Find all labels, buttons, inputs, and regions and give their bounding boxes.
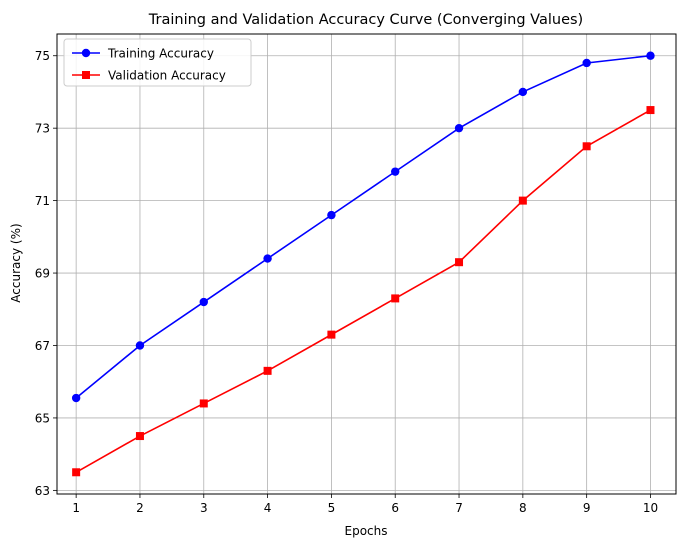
data-point — [199, 399, 208, 408]
y-tick-label: 69 — [35, 267, 50, 281]
legend-label: Validation Accuracy — [108, 69, 226, 83]
x-tick-label: 6 — [391, 501, 399, 515]
x-tick-label: 5 — [328, 501, 336, 515]
legend-label: Training Accuracy — [107, 47, 214, 61]
data-point — [518, 87, 528, 97]
data-point — [646, 51, 655, 60]
legend-entry: Validation Accuracy — [72, 69, 226, 83]
data-point — [518, 196, 527, 205]
legend-entry: Training Accuracy — [72, 47, 214, 61]
data-point — [72, 468, 81, 477]
data-point — [582, 58, 591, 68]
plot-area-frame — [56, 33, 677, 495]
chart-title: Training and Validation Accuracy Curve (… — [148, 12, 583, 28]
x-tick-label: 1 — [72, 501, 80, 515]
data-point — [71, 393, 81, 403]
x-tick-label: 9 — [583, 501, 591, 515]
series-training-accuracy — [71, 51, 655, 403]
x-tick-label: 10 — [643, 501, 658, 515]
data-point — [135, 341, 145, 350]
legend-marker — [81, 48, 91, 58]
data-point — [327, 330, 336, 339]
y-tick-label: 73 — [35, 122, 50, 136]
data-point — [391, 294, 400, 303]
legend-marker — [82, 71, 90, 79]
data-point — [327, 210, 336, 220]
legend-box — [63, 38, 252, 87]
data-point — [263, 254, 272, 263]
y-tick-label: 71 — [35, 194, 50, 208]
y-tick-label: 67 — [35, 339, 50, 353]
data-point — [454, 123, 464, 133]
series-line — [75, 54, 651, 399]
x-tick-label: 7 — [455, 501, 463, 515]
data-point — [135, 432, 144, 441]
y-axis-label: Accuracy (%) — [9, 223, 23, 302]
x-tick-label: 3 — [200, 501, 208, 515]
x-tick-label: 4 — [264, 501, 272, 515]
data-series — [71, 51, 655, 477]
y-tick-label: 65 — [35, 411, 50, 425]
data-point — [646, 106, 655, 115]
x-tick-label: 2 — [136, 501, 144, 515]
series-validation-accuracy — [72, 106, 655, 477]
series-line — [75, 109, 651, 473]
grid-lines — [57, 34, 676, 494]
data-point — [263, 366, 272, 375]
data-point — [391, 167, 400, 176]
data-point — [582, 142, 591, 151]
legend: Training Accuracy Validation Accuracy — [63, 38, 252, 87]
y-tick-label: 63 — [35, 484, 50, 498]
x-tick-label: 8 — [519, 501, 527, 515]
y-tick-label: 75 — [35, 49, 50, 63]
data-point — [455, 258, 464, 267]
data-point — [199, 297, 208, 307]
x-axis-label: Epochs — [345, 524, 388, 538]
